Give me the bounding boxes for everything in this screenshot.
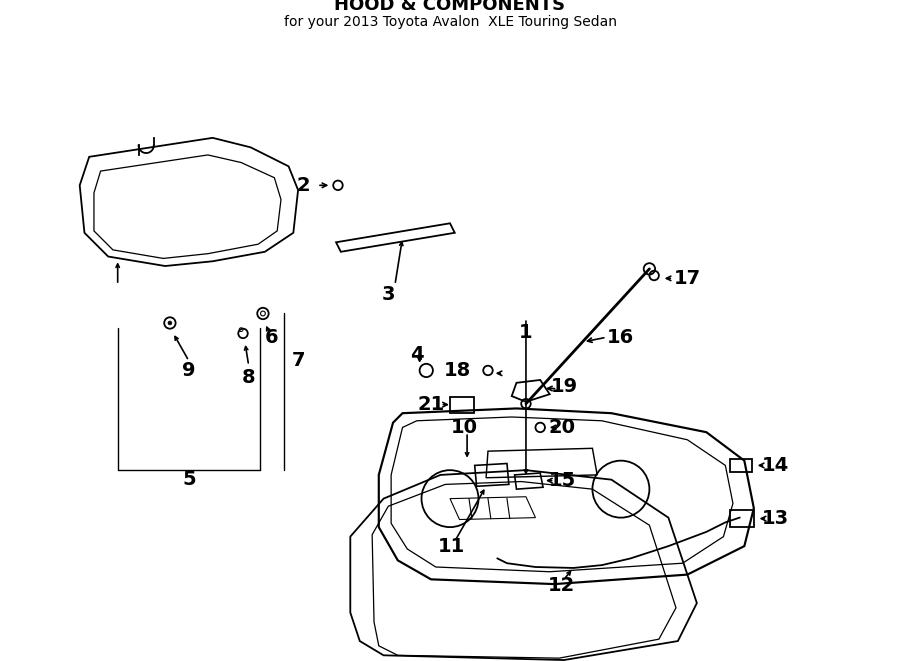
Text: for your 2013 Toyota Avalon  XLE Touring Sedan: for your 2013 Toyota Avalon XLE Touring …: [284, 15, 616, 28]
Text: 18: 18: [444, 361, 472, 380]
Text: 1: 1: [519, 323, 533, 342]
Text: 20: 20: [548, 418, 575, 437]
Text: 5: 5: [182, 470, 195, 489]
Text: 8: 8: [242, 368, 256, 387]
Text: 16: 16: [608, 328, 634, 347]
Circle shape: [168, 321, 172, 325]
Text: 14: 14: [762, 456, 789, 475]
Text: 10: 10: [451, 418, 478, 437]
Text: 2: 2: [296, 176, 310, 195]
Text: 9: 9: [182, 361, 195, 380]
Text: 6: 6: [265, 328, 278, 347]
Text: 3: 3: [382, 285, 395, 304]
Text: HOOD & COMPONENTS: HOOD & COMPONENTS: [335, 0, 565, 15]
Text: 12: 12: [547, 576, 575, 596]
Text: 4: 4: [410, 345, 424, 364]
Text: 15: 15: [548, 471, 576, 490]
Text: 21: 21: [418, 395, 445, 414]
Text: 13: 13: [762, 509, 789, 528]
Text: 19: 19: [551, 377, 578, 396]
Text: 7: 7: [292, 352, 305, 370]
Text: 11: 11: [438, 537, 465, 556]
Text: 17: 17: [674, 269, 701, 288]
